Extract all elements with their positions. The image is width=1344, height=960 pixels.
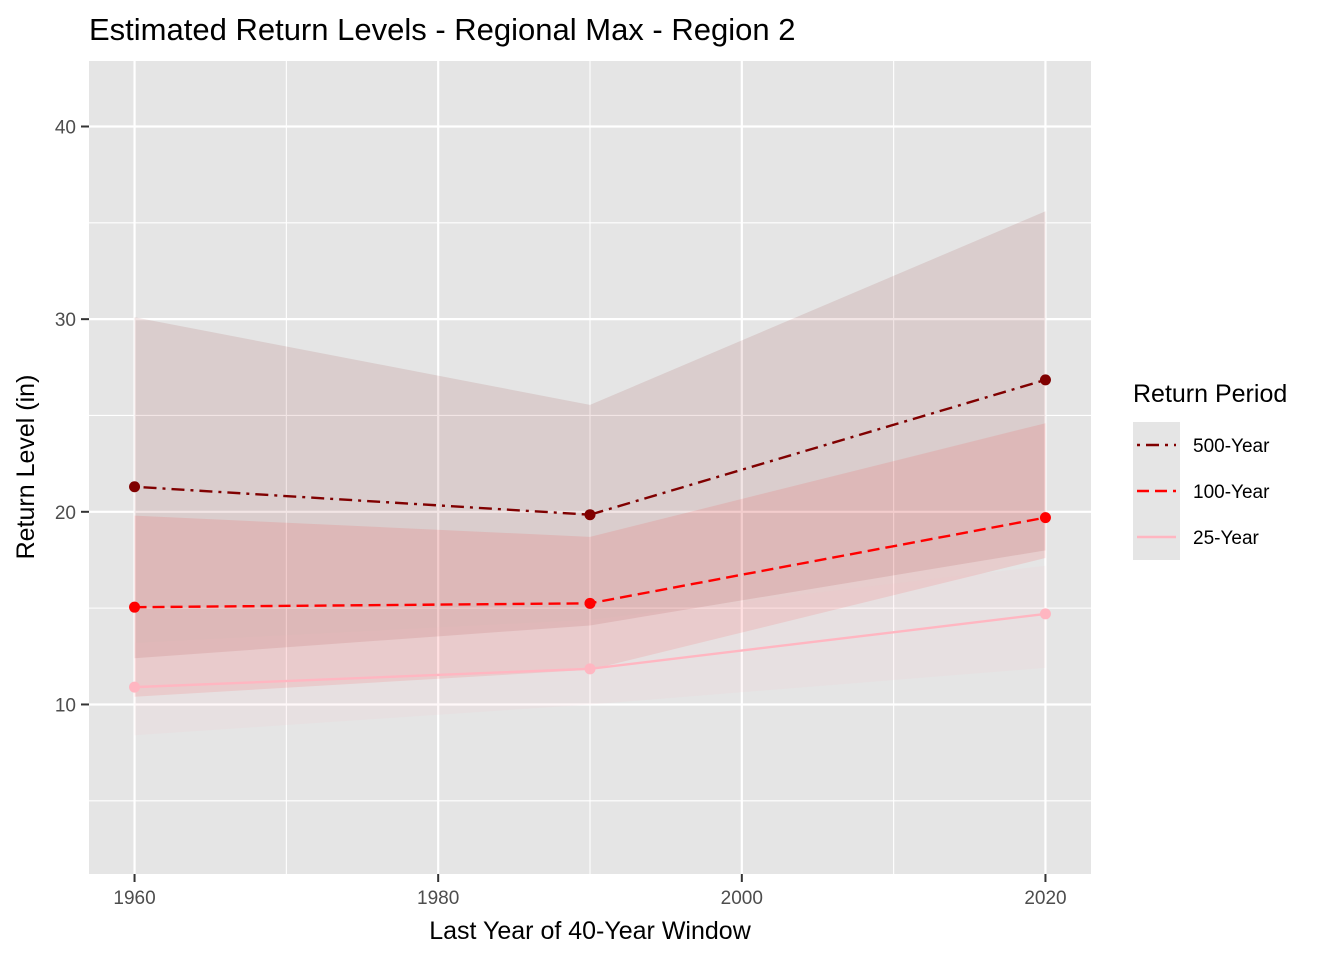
y-tick-label: 10: [55, 695, 76, 716]
x-tick-label: 2020: [1024, 888, 1066, 909]
x-tick-label: 1960: [113, 888, 155, 909]
data-point: [584, 663, 596, 675]
y-axis-title: Return Level (in): [12, 375, 40, 560]
legend-items: 500-Year 100-Year 25-Year: [1133, 422, 1270, 560]
x-tick-label: 1980: [417, 888, 459, 909]
legend-label: 25-Year: [1193, 528, 1260, 549]
data-point: [1039, 512, 1051, 524]
series-line: [134, 378, 1046, 516]
legend-title: Return Period: [1133, 380, 1287, 408]
legend: Return Period 500-Year 100-Year 25-Year: [1133, 380, 1287, 560]
x-axis-title: Last Year of 40-Year Window: [429, 917, 751, 945]
x-tick-label: 2000: [721, 888, 763, 909]
axes: 10 20 30 40 1960 1980 2000 2020: [55, 118, 1067, 909]
confidence-ribbon: [134, 211, 1046, 659]
grid-layer: [89, 61, 1091, 874]
y-tick-label: 20: [55, 503, 76, 524]
data-point: [584, 597, 596, 609]
y-tick-label: 40: [55, 118, 76, 139]
confidence-ribbon: [134, 423, 1046, 697]
data-point: [129, 481, 141, 493]
legend-label: 100-Year: [1193, 482, 1270, 503]
data-point: [129, 601, 141, 613]
series-points: [129, 374, 1051, 693]
data-point: [584, 509, 596, 521]
y-tick-label: 30: [55, 310, 76, 331]
legend-label: 500-Year: [1193, 436, 1270, 457]
confidence-ribbon: [134, 565, 1046, 736]
data-point: [1039, 608, 1051, 620]
chart-title: Estimated Return Levels - Regional Max -…: [89, 12, 795, 47]
data-point: [1039, 374, 1051, 386]
confidence-ribbons: [134, 211, 1046, 736]
data-point: [129, 681, 141, 693]
